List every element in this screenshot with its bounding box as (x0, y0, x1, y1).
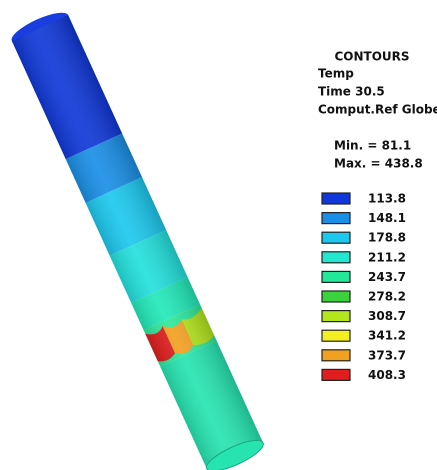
legend-swatch (322, 311, 350, 322)
legend-label: 148.1 (368, 211, 406, 225)
legend-label: 243.7 (368, 270, 406, 284)
cylinder (8, 7, 267, 470)
legend-label: 341.2 (368, 329, 406, 343)
legend: 113.8 148.1 178.8 211.2 243.7 278.2 308.7 341.2… (322, 192, 406, 382)
title: CONTOURS (334, 50, 409, 64)
max-value: Max. = 438.8 (334, 157, 423, 171)
info-line: Time 30.5 (318, 85, 385, 99)
legend-swatch (322, 291, 350, 302)
info-line: Temp (318, 67, 354, 81)
legend-label: 113.8 (368, 192, 406, 206)
legend-swatch (322, 350, 350, 361)
legend-label: 308.7 (368, 309, 406, 323)
legend-swatch (322, 330, 350, 341)
legend-swatch (322, 213, 350, 224)
legend-swatch (322, 369, 350, 380)
legend-swatch (322, 271, 350, 282)
legend-swatch (322, 232, 350, 243)
screenshot: CONTOURS Temp Time 30.5 Comput.Ref Globe… (0, 0, 437, 470)
legend-label: 278.2 (368, 290, 406, 304)
legend-label: 178.8 (368, 231, 406, 245)
legend-label: 408.3 (368, 368, 406, 382)
info-line: Comput.Ref Globe (318, 103, 437, 117)
legend-label: 373.7 (368, 348, 406, 362)
legend-label: 211.2 (368, 250, 406, 264)
legend-swatch (322, 193, 350, 204)
min-value: Min. = 81.1 (334, 139, 411, 153)
legend-swatch (322, 252, 350, 263)
